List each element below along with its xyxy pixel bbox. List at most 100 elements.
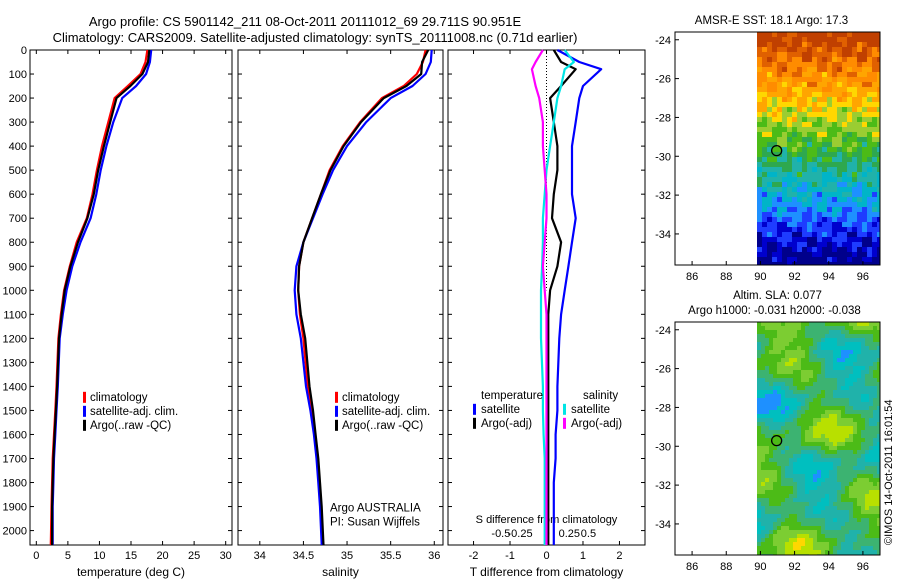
series-line-salinity-argo-adj- — [530, 49, 548, 545]
map-x-tick-label: 94 — [823, 271, 835, 283]
map-x-tick-label: 88 — [720, 561, 732, 573]
map-y-tick-label: -24 — [655, 325, 671, 337]
map-x-tick-label: 90 — [754, 561, 766, 573]
series-line-salinity-satellite — [539, 49, 576, 545]
map-x-tick-label: 90 — [754, 271, 766, 283]
legend-label: Argo(-adj) — [481, 418, 532, 430]
x-tick-label: -2 — [469, 550, 479, 562]
depth-tick-label: 1800 — [3, 478, 27, 490]
argo-location-marker — [770, 434, 783, 447]
map-x-tick-label: 88 — [720, 271, 732, 283]
depth-tick-label: 900 — [9, 261, 27, 273]
x-tick-label: -1 — [505, 550, 515, 562]
map-cells — [757, 32, 881, 266]
difference-xlabel: T difference from climatology — [470, 565, 624, 579]
map-x-tick-label: 86 — [686, 271, 698, 283]
x-tick-label: 0 — [33, 550, 39, 562]
x-tick-label: 1 — [580, 550, 586, 562]
map-y-tick-label: -24 — [655, 35, 671, 47]
x-tick-label: 34 — [254, 550, 266, 562]
map-y-tick-label: -34 — [655, 519, 671, 531]
legend-swatch — [335, 419, 338, 431]
legend-swatch — [83, 405, 86, 417]
legend-label: satellite — [571, 404, 610, 416]
salinity-panel: 34 34.5 35 35.5 36 salinity climatology satelli… — [237, 49, 444, 579]
depth-tick-label: 200 — [9, 93, 27, 105]
legend-label: climatology — [90, 392, 148, 404]
legend-label: satellite-adj. clim. — [90, 406, 178, 418]
depth-tick-label: 1400 — [3, 381, 27, 393]
map-y-tick-label: -32 — [655, 480, 671, 492]
x-tick-label: 10 — [93, 550, 105, 562]
argo-location-marker — [770, 144, 783, 157]
map-y-tick-label: -30 — [655, 151, 671, 163]
x-tick-label: 35 — [341, 550, 353, 562]
x-tick-label: 30 — [220, 550, 232, 562]
x-tick-label: 36 — [428, 550, 440, 562]
map-x-tick-label: 92 — [788, 271, 800, 283]
depth-tick-label: 300 — [9, 117, 27, 129]
series-line-satellite-adj-clim- — [51, 49, 153, 545]
x-tick-label: 5 — [65, 550, 71, 562]
legend-heading: temperature — [481, 390, 543, 402]
x-tick-label: 2 — [616, 550, 622, 562]
temperature-panel: 0100200300400500600700800900100011001200… — [3, 45, 233, 579]
legend-label: climatology — [342, 392, 400, 404]
x-tick-label: 20 — [156, 550, 168, 562]
depth-tick-label: 1100 — [3, 309, 27, 321]
map-frame — [674, 31, 881, 266]
legend-label: Argo(-adj) — [571, 418, 622, 430]
credit-text: ©IMOS 14-Oct-2011 16:01:54 — [883, 400, 895, 545]
map-y-tick-label: -32 — [655, 190, 671, 202]
legend-label: Argo(..raw -QC) — [342, 420, 423, 432]
legend-swatch — [83, 391, 86, 403]
depth-tick-label: 1700 — [3, 453, 27, 465]
temperature-frame — [29, 49, 233, 546]
map-y-tick-label: -28 — [655, 402, 671, 414]
legend-swatch — [563, 417, 566, 429]
salinity-frame — [237, 49, 444, 546]
header-line-2: Climatology: CARS2009. Satellite-adjuste… — [53, 30, 578, 45]
depth-tick-label: 1200 — [3, 333, 27, 345]
series-line-satellite-adj-clim- — [293, 49, 433, 546]
x-tick-label: 15 — [125, 550, 137, 562]
sst-map: 86 88 90 92 94 96 -24 -26 -28 -30 -32 -34 AMSR-E SST… — [655, 15, 881, 283]
header-line-1: Argo profile: CS 5901142_211 08-Oct-2011… — [89, 14, 522, 29]
legend-label: satellite — [481, 404, 520, 416]
depth-tick-label: 500 — [9, 165, 27, 177]
depth-tick-label: 700 — [9, 213, 27, 225]
depth-tick-label: 800 — [9, 237, 27, 249]
annotation-text: PI: Susan Wijffels — [330, 516, 420, 528]
map-x-tick-label: 92 — [788, 561, 800, 573]
depth-tick-label: 100 — [9, 69, 27, 81]
legend-label: Argo(..raw -QC) — [90, 420, 171, 432]
depth-tick-label: 2000 — [3, 526, 27, 538]
map-y-tick-label: -26 — [655, 364, 671, 376]
depth-tick-label: 600 — [9, 189, 27, 201]
depth-tick-label: 1300 — [3, 357, 27, 369]
depth-tick-label: 1600 — [3, 429, 27, 441]
map-x-tick-label: 96 — [857, 561, 869, 573]
depth-tick-label: 1000 — [3, 285, 27, 297]
map-title: Altim. SLA: 0.077 — [733, 290, 822, 302]
s-tick-label: -0.5 — [491, 528, 510, 540]
legend-swatch — [335, 391, 338, 403]
map-title: AMSR-E SST: 18.1 Argo: 17.3 — [695, 15, 848, 27]
map-y-tick-label: -30 — [655, 441, 671, 453]
series-line-temperature-argo-adj- — [547, 49, 577, 545]
depth-tick-label: 0 — [21, 45, 27, 57]
s-tick-label: 0.25 — [559, 528, 580, 540]
legend-swatch — [83, 419, 86, 431]
difference-panel: -2 -1 0 1 2-0.5-0.25 0 0.25 0.5S difference fro… — [447, 49, 646, 579]
legend-swatch — [563, 403, 566, 415]
salinity-xlabel: salinity — [322, 565, 359, 579]
depth-tick-label: 400 — [9, 141, 27, 153]
series-line-argo-raw-qc- — [297, 49, 430, 546]
map-x-tick-label: 96 — [857, 271, 869, 283]
x-tick-label: 34.5 — [293, 550, 314, 562]
s-tick-label: 0.5 — [581, 528, 596, 540]
map-cells — [757, 322, 881, 556]
map-x-tick-label: 86 — [686, 561, 698, 573]
legend-heading: salinity — [583, 390, 618, 402]
